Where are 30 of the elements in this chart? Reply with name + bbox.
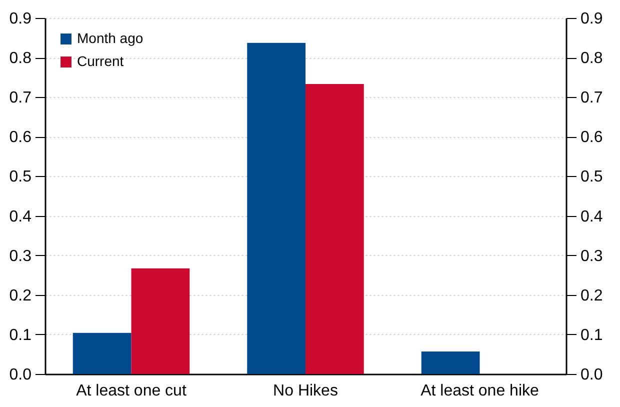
- y2-tick-label: 0.7: [580, 90, 603, 107]
- y-tick-label: 0.3: [9, 248, 32, 265]
- y2-tick-label: 0.5: [580, 168, 603, 186]
- y-tick-label: 0.8: [9, 50, 32, 68]
- y2-tick-label: 0.6: [580, 129, 603, 146]
- x-tick-label: No Hikes: [273, 382, 338, 400]
- y2-tick-label: 0.0: [580, 366, 603, 384]
- bar: [247, 42, 306, 374]
- y-tick-label: 0.9: [9, 10, 32, 28]
- y-tick-label: 0.6: [9, 129, 32, 146]
- y-tick-label: 0.5: [9, 168, 32, 186]
- y-tick-label: 0.7: [9, 90, 32, 107]
- y2-tick-label: 0.3: [580, 248, 603, 265]
- legend-label: Month ago: [77, 30, 144, 46]
- y-tick-label: 0.1: [9, 326, 32, 344]
- y-tick-label: 0.2: [9, 287, 32, 304]
- y-tick-label: 0.0: [9, 366, 32, 384]
- y2-tick-label: 0.2: [580, 287, 603, 304]
- legend-label: Current: [77, 53, 124, 69]
- bar: [421, 351, 480, 374]
- y2-tick-label: 0.9: [580, 10, 603, 28]
- y2-tick-label: 0.8: [580, 50, 603, 68]
- y2-tick-label: 0.4: [580, 208, 603, 226]
- bar: [306, 84, 364, 374]
- bar: [72, 332, 132, 374]
- x-tick-label: At least one hike: [420, 382, 539, 400]
- y-tick-label: 0.4: [9, 208, 32, 226]
- y2-tick-label: 0.1: [580, 326, 603, 344]
- bar: [131, 268, 190, 374]
- x-tick-label: At least one cut: [76, 382, 187, 400]
